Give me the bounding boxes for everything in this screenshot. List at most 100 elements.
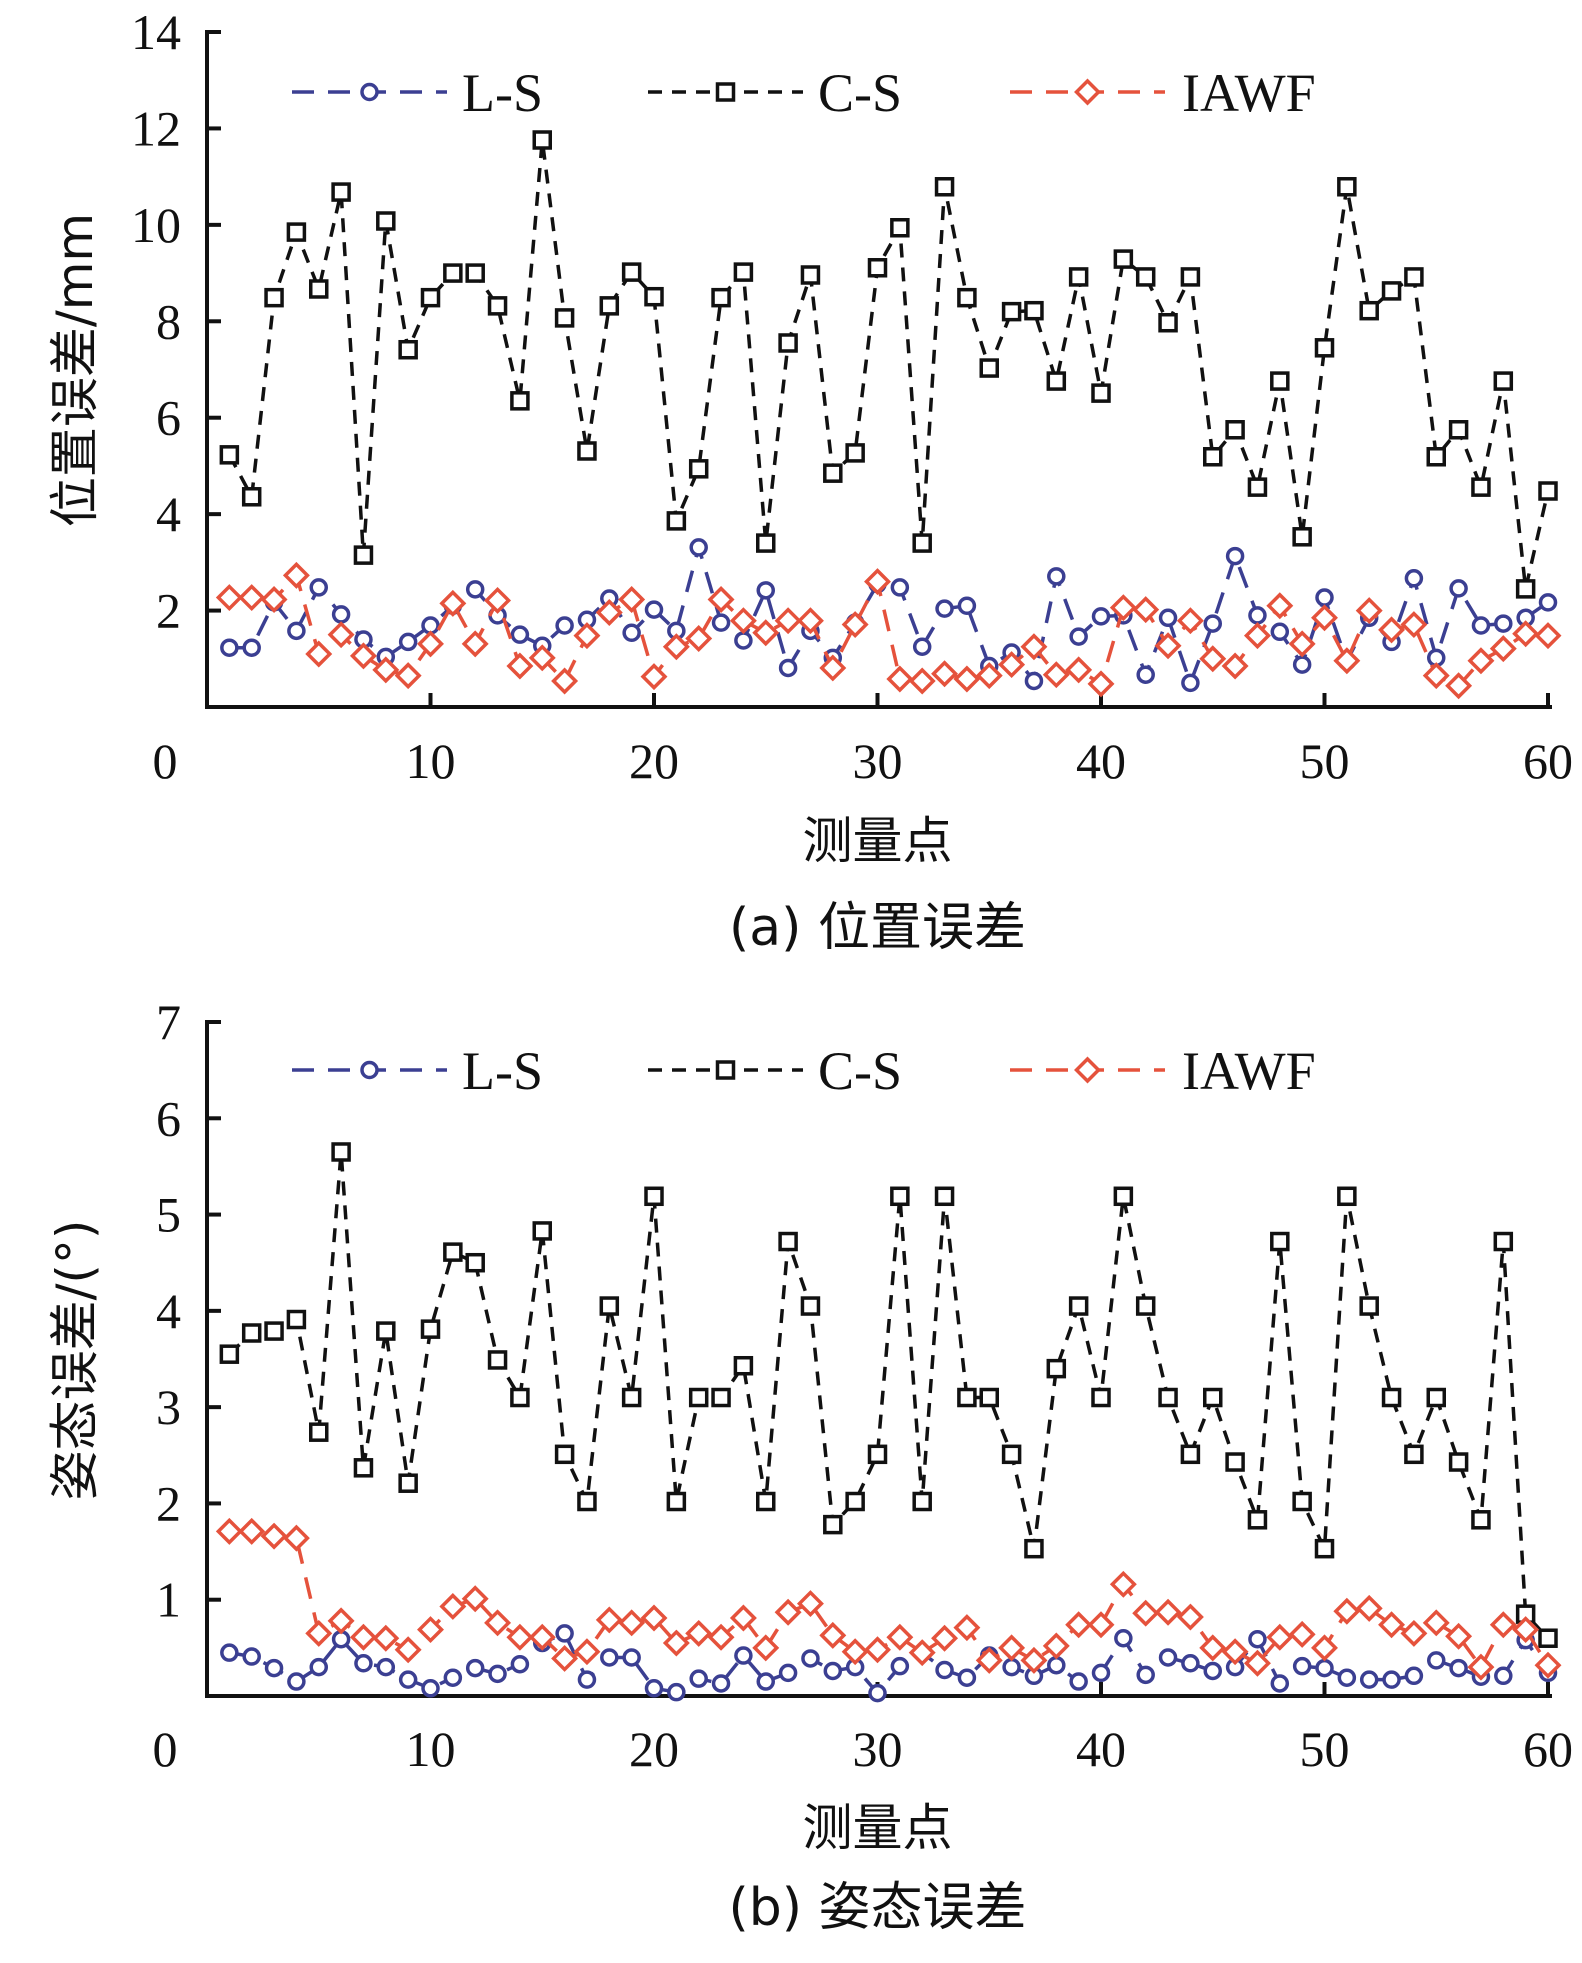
data-point	[688, 459, 709, 479]
data-point	[532, 1221, 552, 1241]
y-tick-label: 10	[131, 197, 181, 253]
data-point	[1199, 1634, 1227, 1662]
data-point	[711, 613, 731, 632]
data-point	[1046, 371, 1067, 391]
data-point	[242, 638, 261, 657]
y-tick-label: 3	[156, 1379, 181, 1435]
data-point	[439, 589, 467, 617]
data-point	[1426, 1387, 1446, 1408]
data-point	[443, 263, 463, 283]
data-point	[595, 1606, 623, 1634]
data-point	[599, 1296, 620, 1316]
data-point	[394, 1636, 422, 1664]
data-point	[1266, 1623, 1294, 1651]
data-point	[331, 182, 351, 202]
data-point	[864, 1636, 891, 1664]
data-point	[890, 578, 910, 597]
x-tick-label: 50	[1300, 1721, 1350, 1777]
data-point	[220, 1643, 239, 1662]
data-point	[1337, 177, 1357, 197]
data-point	[1069, 627, 1088, 646]
data-point	[1132, 596, 1160, 624]
y-tick-label: 2	[156, 1475, 181, 1531]
series-c-s-line	[228, 1151, 1550, 1640]
data-point	[1427, 1651, 1446, 1670]
data-point	[998, 651, 1026, 679]
x-tick-label: 50	[1300, 733, 1350, 789]
series-iawf-line	[229, 1529, 1550, 1671]
data-point	[1534, 622, 1562, 650]
legend-item-c-s: C-S	[648, 63, 902, 123]
data-point	[998, 1634, 1026, 1662]
data-point	[778, 1663, 798, 1683]
data-point	[600, 1648, 619, 1667]
data-point	[689, 538, 708, 557]
legend-marker	[1074, 1056, 1101, 1084]
x-tick-label: 30	[853, 733, 903, 789]
data-point	[331, 1142, 351, 1162]
x-tick-label: 0	[153, 733, 178, 789]
data-point	[1203, 1387, 1223, 1408]
data-point	[487, 296, 508, 316]
data-point	[1203, 1661, 1222, 1681]
data-point	[931, 1624, 959, 1652]
data-point	[1494, 1666, 1513, 1686]
data-point	[823, 1661, 843, 1681]
data-point	[618, 586, 646, 613]
data-point	[975, 662, 1003, 690]
data-point	[689, 1669, 708, 1688]
data-point	[756, 1491, 776, 1512]
data-point	[420, 287, 441, 308]
data-point	[1020, 633, 1048, 661]
data-point	[1221, 1638, 1249, 1666]
data-point	[711, 287, 731, 308]
data-point	[934, 177, 955, 197]
legend-marker	[1074, 78, 1101, 106]
data-point	[573, 1638, 601, 1666]
x-tick-label: 10	[406, 733, 456, 789]
data-point	[349, 642, 377, 670]
data-point	[1359, 300, 1379, 321]
data-point	[1355, 597, 1383, 625]
data-point	[1467, 647, 1495, 675]
data-point	[465, 580, 485, 599]
data-point	[1292, 1491, 1312, 1512]
x-tick-label: 60	[1523, 1721, 1573, 1777]
data-point	[685, 1619, 713, 1647]
data-point	[1181, 673, 1200, 693]
data-point	[241, 1323, 262, 1343]
data-point	[1180, 1444, 1201, 1465]
data-point	[1135, 1296, 1156, 1316]
x-tick-label: 60	[1523, 733, 1573, 789]
x-tick-label: 40	[1076, 1721, 1126, 1777]
data-point	[1314, 1538, 1335, 1559]
data-point	[461, 1585, 489, 1613]
data-point	[733, 1355, 754, 1376]
data-point	[577, 441, 597, 461]
data-point	[461, 630, 489, 658]
data-point	[286, 222, 307, 242]
data-point	[1158, 312, 1178, 333]
data-point	[711, 1387, 731, 1408]
data-point	[1248, 606, 1267, 625]
data-point	[1494, 614, 1513, 633]
data-point	[688, 1387, 709, 1408]
data-point	[465, 263, 485, 283]
data-point	[1047, 567, 1066, 586]
data-point	[1002, 1657, 1021, 1677]
data-point	[1181, 1654, 1200, 1673]
data-point	[1024, 300, 1044, 321]
data-point	[908, 667, 936, 695]
data-point	[819, 654, 847, 682]
data-point	[1355, 1594, 1383, 1622]
data-point	[260, 586, 288, 613]
data-point	[1158, 1648, 1178, 1667]
data-point	[1515, 579, 1536, 599]
data-point	[1225, 1452, 1245, 1472]
data-point	[528, 644, 556, 672]
data-point	[465, 1252, 485, 1273]
legend-label: L-S	[462, 1041, 543, 1101]
data-point	[953, 1614, 981, 1642]
y-tick-label: 7	[156, 994, 181, 1050]
legend-label: IAWF	[1182, 63, 1316, 123]
